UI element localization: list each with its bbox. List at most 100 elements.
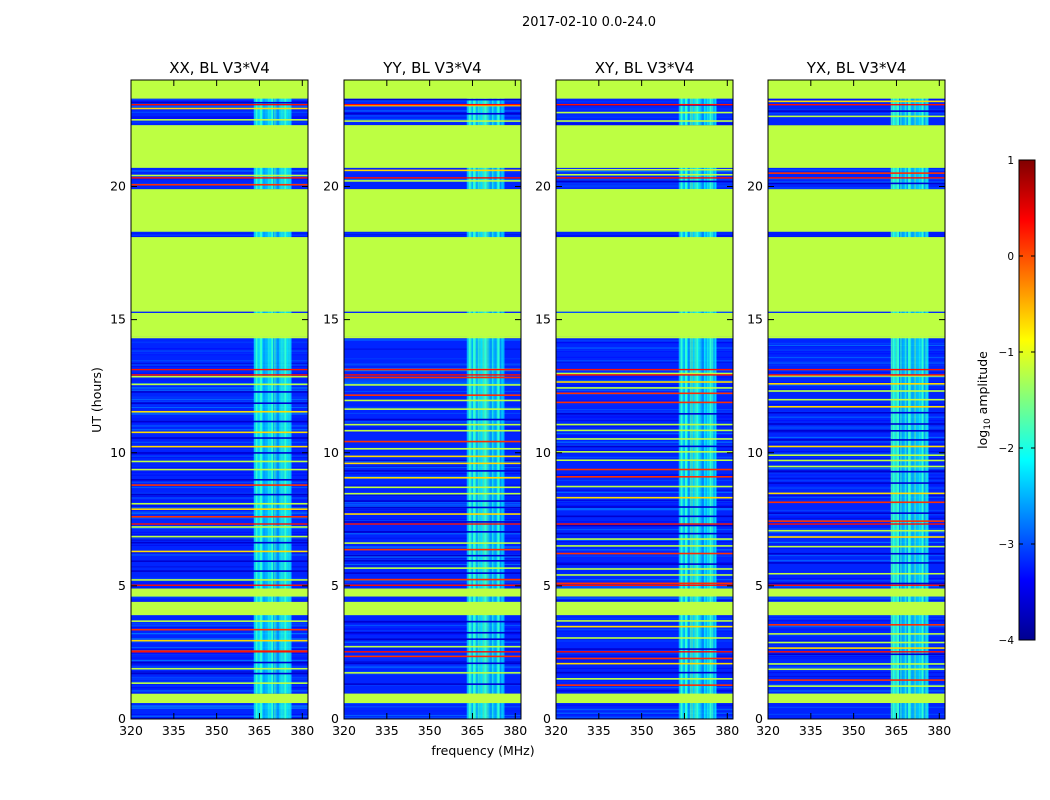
x-tick-label: 380 (290, 723, 314, 738)
flag-stripe (131, 579, 308, 581)
flagged-block (768, 336, 945, 339)
flagged-block (768, 588, 945, 597)
noise-row (344, 706, 521, 708)
flag-stripe (344, 683, 521, 685)
flag-stripe (344, 476, 521, 479)
rfi-streak (272, 80, 275, 719)
flag-stripe (556, 563, 733, 565)
flag-stripe (556, 524, 733, 527)
noise-row (131, 352, 308, 354)
flagged-block (344, 336, 521, 339)
noise-row (344, 118, 521, 121)
x-tick-label: 380 (503, 723, 527, 738)
flag-line (131, 103, 308, 106)
noise-row (556, 444, 733, 447)
noise-row (768, 477, 945, 480)
colorbar-tick-label: −2 (999, 443, 1014, 455)
rfi-column (696, 80, 699, 719)
noise-row (344, 114, 521, 116)
noise-row (768, 113, 945, 115)
noise-row (556, 102, 733, 104)
noise-row (768, 474, 945, 477)
noise-row (344, 363, 521, 365)
noise-row (556, 596, 733, 598)
noise-row (556, 435, 733, 437)
rfi-streak (258, 80, 261, 719)
flag-line (131, 651, 308, 653)
flag-stripe (344, 500, 521, 502)
flag-stripe (131, 420, 308, 423)
rfi-column (484, 80, 487, 719)
noise-row (556, 680, 733, 682)
flagged-block (344, 588, 521, 597)
noise-row (556, 410, 733, 412)
noise-row (131, 715, 308, 717)
noise-row (131, 634, 308, 637)
noise-row (344, 512, 521, 514)
noise-row (131, 471, 308, 473)
flag-stripe (344, 104, 521, 107)
colorbar-label-log: log (975, 430, 990, 449)
panel-title: YX, BL V3*V4 (806, 59, 907, 77)
noise-row (768, 657, 945, 659)
flagged-block (131, 312, 308, 337)
flagged-block (768, 80, 945, 99)
noise-row (768, 468, 945, 470)
noise-row (344, 551, 521, 553)
noise-row (556, 399, 733, 402)
flag-stripe (768, 647, 945, 649)
noise-row (768, 645, 945, 647)
flagged-block (344, 693, 521, 704)
noise-row (556, 501, 733, 504)
flag-stripe (556, 429, 733, 432)
rfi-streak (705, 80, 708, 719)
noise-row (131, 407, 308, 409)
chart-suptitle: 2017-02-10 0.0-24.0 (522, 15, 656, 30)
flag-stripe (556, 648, 733, 650)
flag-line (344, 651, 521, 653)
noise-row (768, 469, 945, 472)
noise-row (768, 116, 945, 118)
flag-stripe (556, 387, 733, 389)
x-tick-label: 365 (885, 723, 909, 738)
noise-row (131, 638, 308, 640)
noise-row (131, 582, 308, 584)
noise-row (344, 714, 521, 717)
flag-stripe (131, 570, 308, 572)
noise-row (344, 702, 521, 704)
flag-stripe (131, 667, 308, 670)
colorbar-tick-label: −1 (999, 347, 1014, 359)
noise-row (344, 431, 521, 433)
flag-line (344, 523, 521, 525)
flag-stripe (344, 486, 521, 489)
flagged-block (556, 693, 733, 704)
flag-stripe (768, 501, 945, 504)
flag-stripe (556, 372, 733, 375)
flag-line (556, 368, 733, 371)
rfi-streak (286, 80, 289, 719)
flag-stripe (131, 484, 308, 486)
flagged-block (768, 189, 945, 232)
flag-stripe (556, 381, 733, 383)
noise-row (344, 380, 521, 382)
noise-row (768, 666, 945, 668)
noise-row (556, 122, 733, 124)
noise-row (768, 236, 945, 238)
noise-row (768, 376, 945, 378)
noise-row (131, 587, 308, 589)
noise-row (131, 453, 308, 455)
panel-yy: YY, BL V3*V4 320 335 350 365 380 0 5 10 15 20 (323, 59, 527, 738)
x-tick-label: 365 (248, 723, 272, 738)
noise-row (768, 528, 945, 530)
noise-row (131, 544, 308, 547)
rfi-streak (267, 80, 270, 719)
rfi-streak (466, 80, 469, 719)
noise-row (556, 479, 733, 482)
noise-row (344, 580, 521, 582)
noise-row (344, 502, 521, 504)
flag-stripe (768, 383, 945, 385)
noise-row (344, 484, 521, 486)
noise-row (556, 342, 733, 344)
rfi-streak (488, 80, 491, 719)
rfi-column (685, 80, 688, 719)
